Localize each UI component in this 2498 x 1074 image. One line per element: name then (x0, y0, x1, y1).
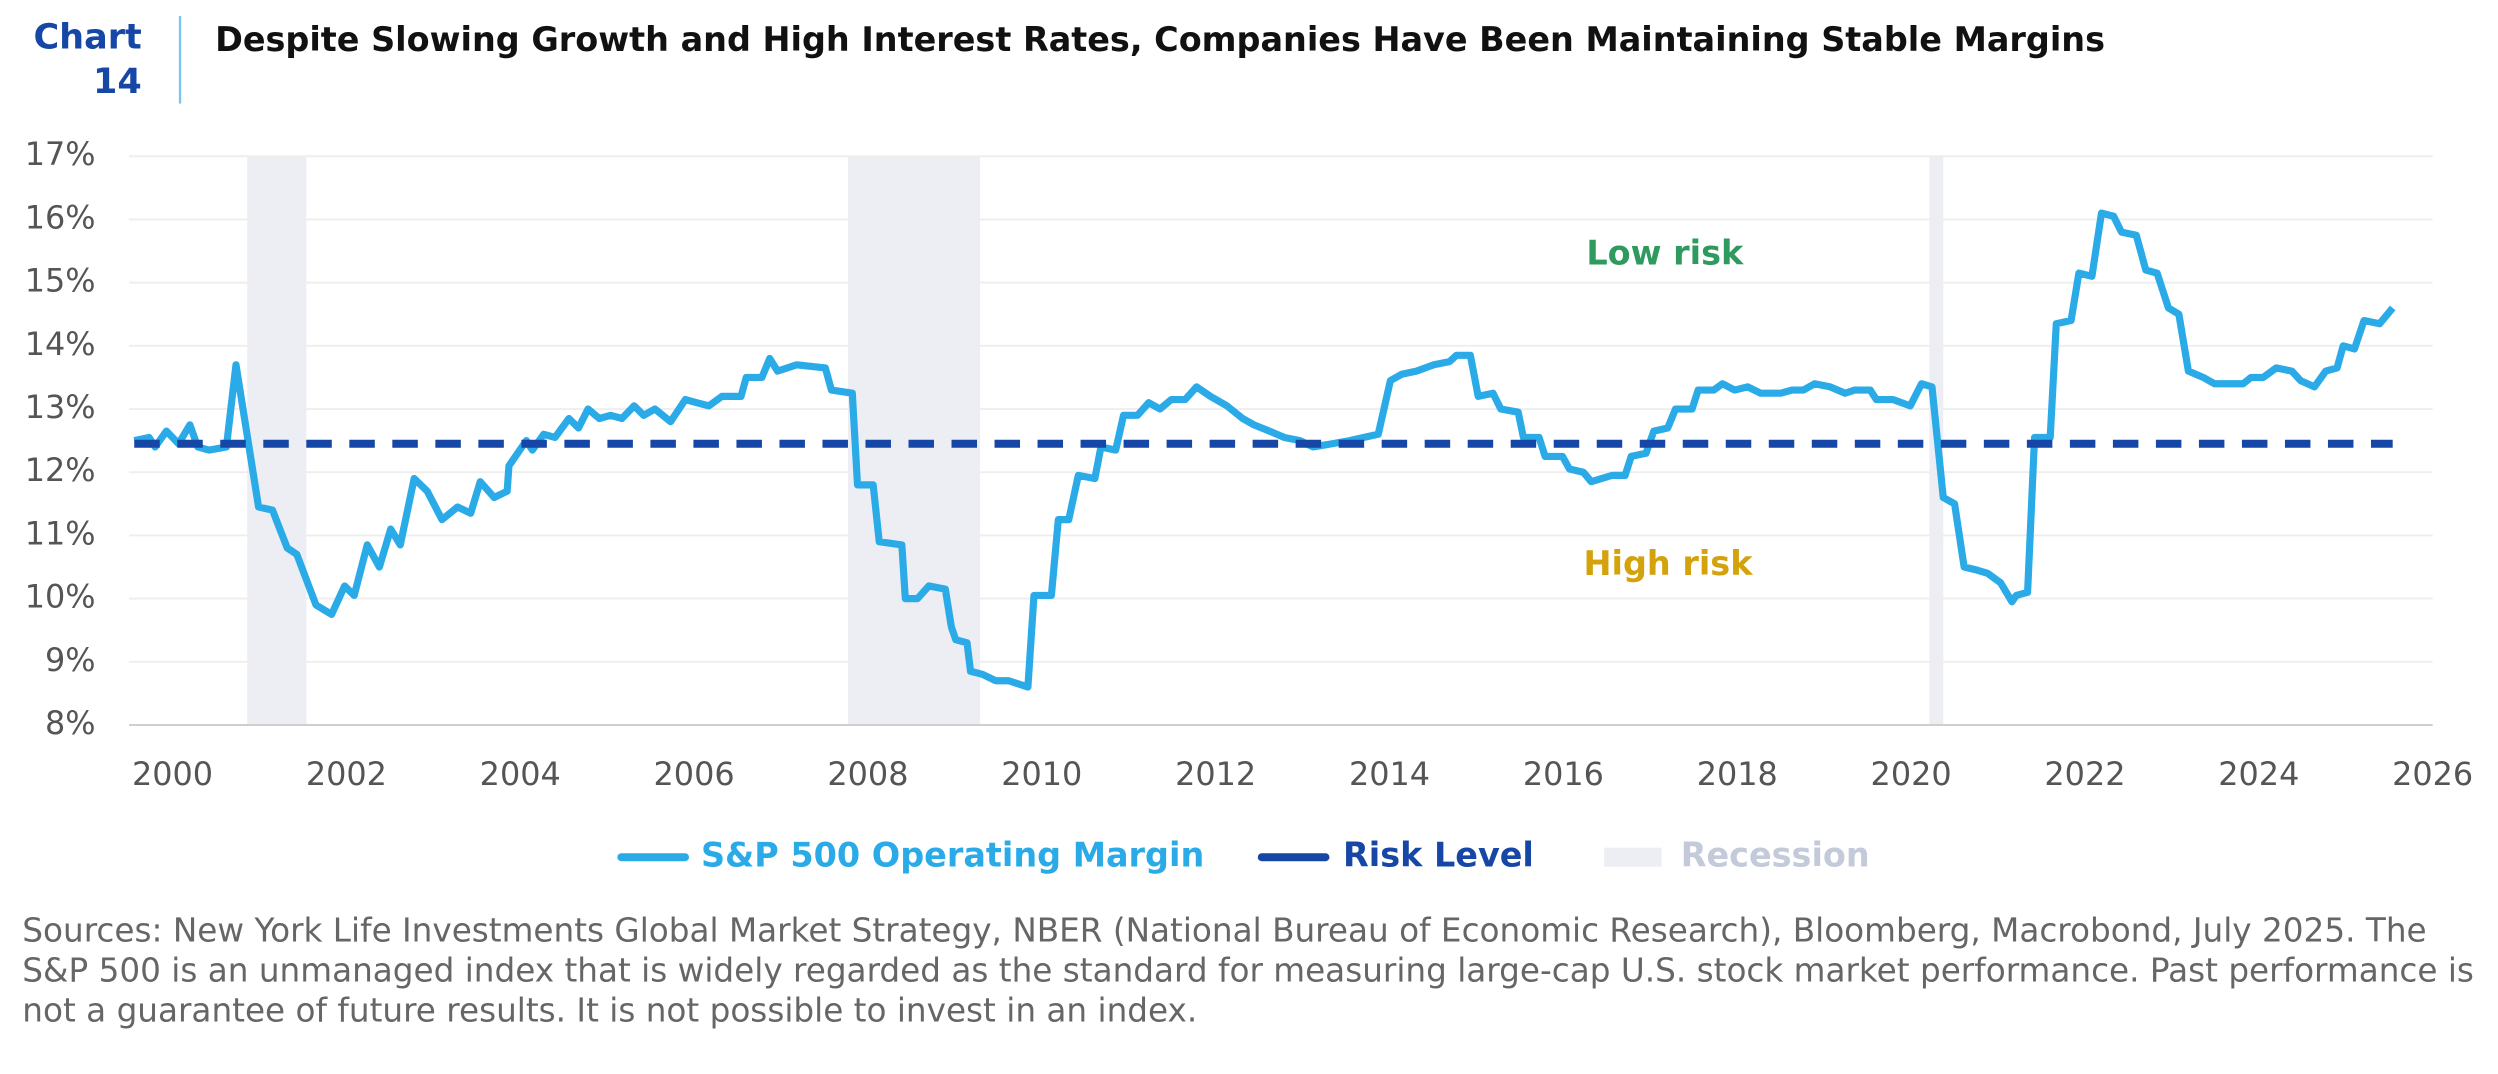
chart-number: 14 (93, 61, 142, 102)
source-note: Sources: New York Life Investments Globa… (22, 911, 2474, 1030)
plot-area: 8% 9% 10% 11% 12% 13% 14% 15% 16% 17% 2000 2002 2004… (25, 135, 2473, 874)
y-tick-label: 17% (25, 135, 96, 173)
x-tick-label: 2010 (1001, 755, 1082, 793)
x-tick-label: 2014 (1349, 755, 1430, 793)
x-tick-label: 2004 (480, 755, 561, 793)
chart-title: Despite Slowing Growth and High Interest… (215, 20, 2105, 59)
x-tick-label: 2024 (2218, 755, 2299, 793)
x-tick-label: 2000 (132, 755, 213, 793)
annotation: Low risk (1586, 234, 1744, 273)
chart-label: Chart (33, 16, 141, 57)
series-line (133, 209, 2396, 691)
annotation: High risk (1584, 544, 1754, 583)
x-tick-label: 2012 (1175, 755, 1256, 793)
y-tick-label: 8% (45, 704, 96, 742)
x-tick-label: 2008 (827, 755, 908, 793)
x-tick-label: 2022 (2044, 755, 2125, 793)
x-tick-label: 2018 (1697, 755, 1778, 793)
y-tick-label: 10% (25, 578, 96, 616)
y-tick-label: 16% (25, 198, 96, 236)
legend-label: Risk Level (1343, 836, 1534, 875)
y-tick-label: 15% (25, 262, 96, 300)
x-tick-label: 2020 (1871, 755, 1952, 793)
y-tick-label: 14% (25, 325, 96, 363)
x-tick-label: 2026 (2392, 755, 2473, 793)
legend-label: S&P 500 Operating Margin (701, 836, 1204, 875)
y-tick-label: 11% (25, 514, 96, 552)
x-tick-label: 2016 (1523, 755, 1604, 793)
y-tick-label: 13% (25, 388, 96, 426)
legend-swatch (1604, 847, 1662, 867)
y-tick-label: 12% (25, 451, 96, 489)
x-tick-label: 2006 (654, 755, 735, 793)
y-tick-label: 9% (45, 641, 96, 679)
x-tick-label: 2002 (306, 755, 387, 793)
legend-label: Recession (1681, 836, 1870, 875)
note-box: Sources: New York Life Investments Globa… (22, 911, 2474, 1030)
